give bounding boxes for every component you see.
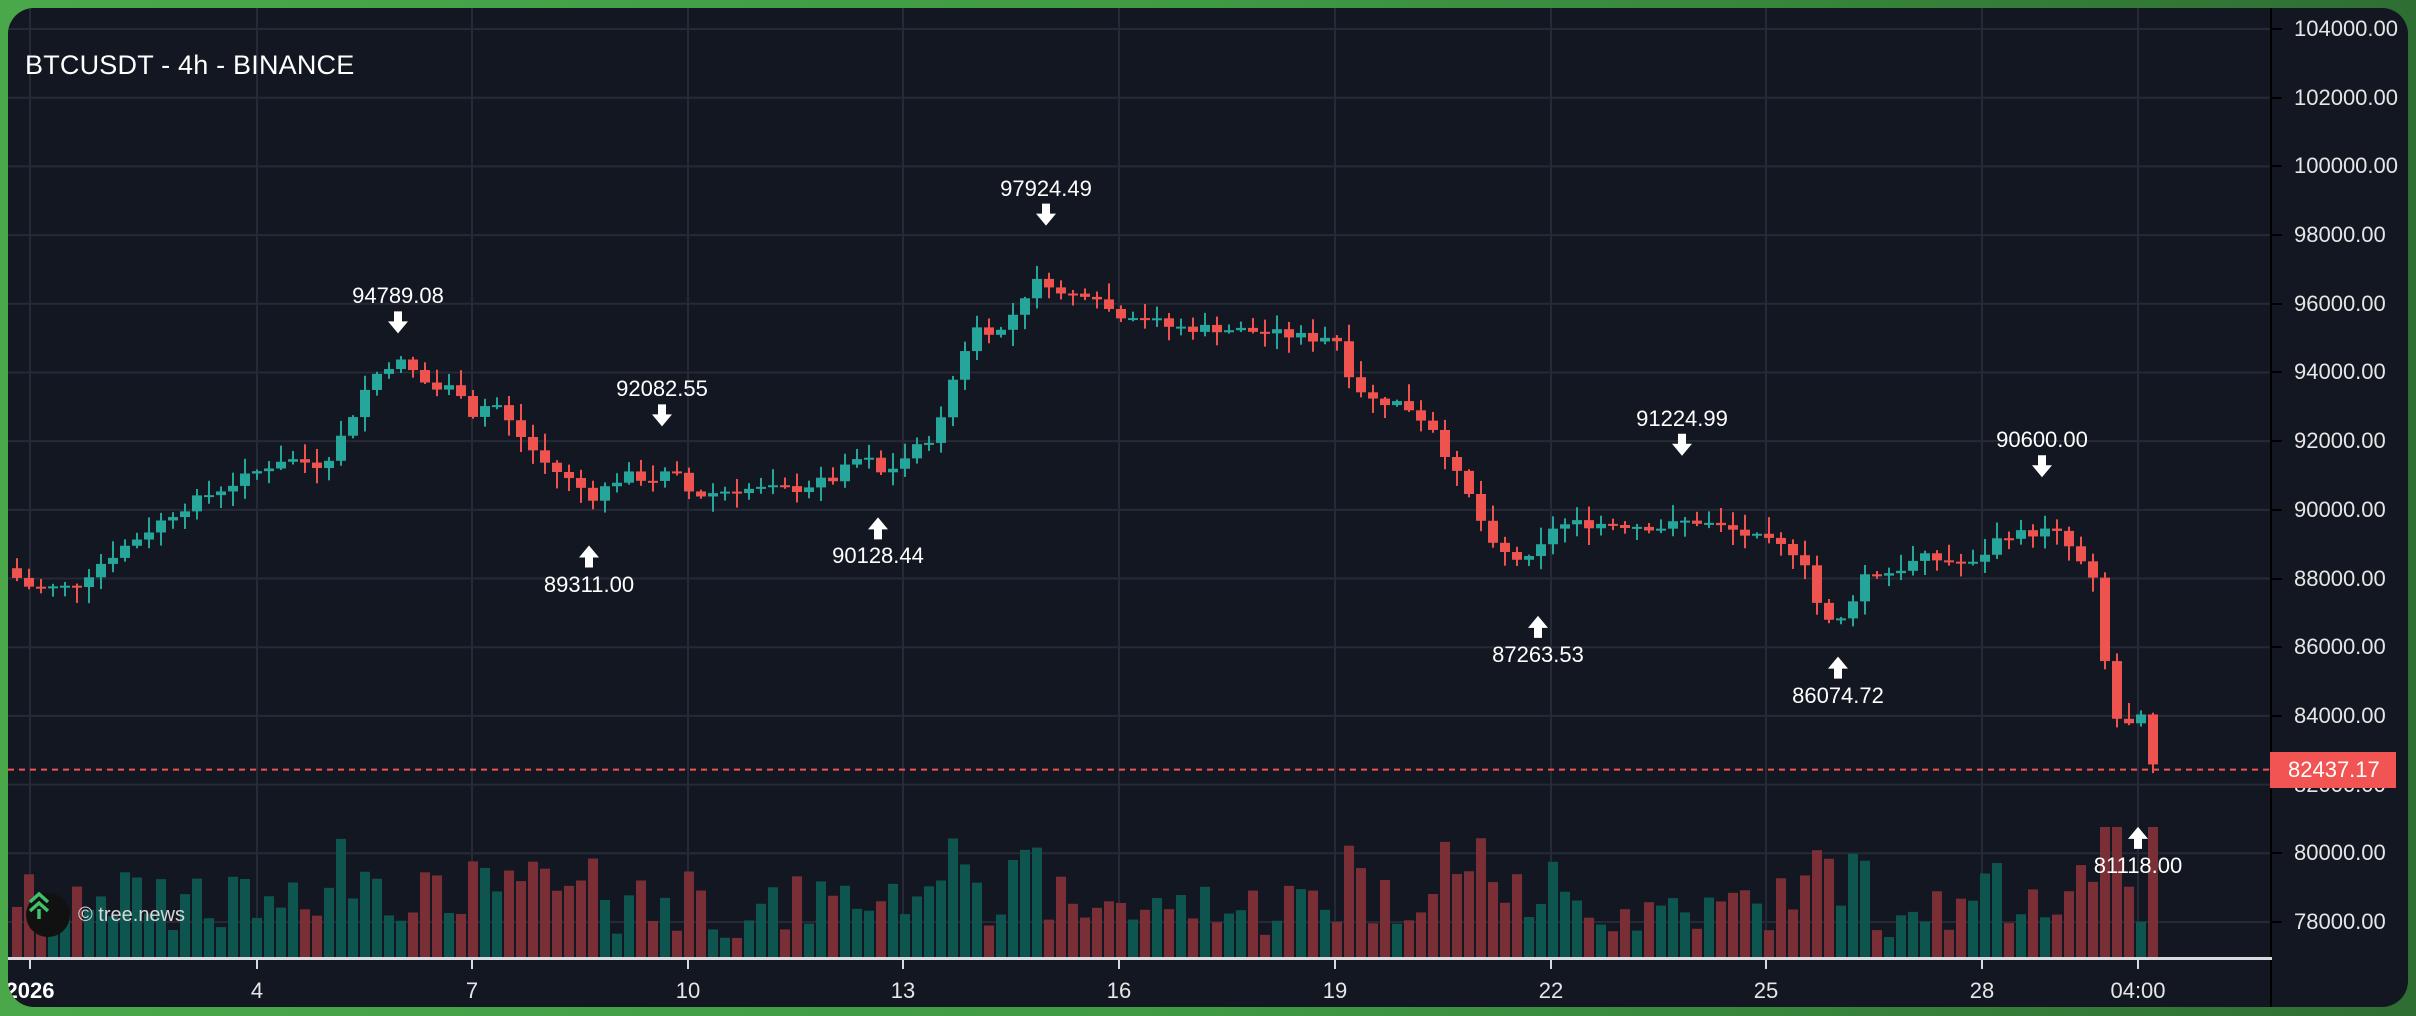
watermark: © tree.news: [26, 890, 185, 940]
price-tick: [2272, 302, 2282, 305]
watermark-text: © tree.news: [78, 903, 186, 926]
price-tick: [2272, 165, 2282, 168]
price-annotation-low: 81118.00: [2093, 852, 2183, 878]
time-tick: [1550, 960, 1552, 969]
price-annotation-low: 90128.44: [832, 543, 924, 569]
time-tick: [1765, 960, 1767, 969]
time-label: 7: [465, 978, 479, 1003]
price-label: 92000.00: [2294, 428, 2386, 454]
time-label: 04:00: [2110, 978, 2166, 1003]
time-label: 10: [675, 978, 701, 1003]
price-tick: [2272, 852, 2282, 855]
price-label: 78000.00: [2294, 909, 2386, 934]
time-label: 28: [1969, 978, 1995, 1003]
price-label: 80000.00: [2294, 840, 2386, 866]
time-label: 13: [890, 978, 916, 1003]
price-label: 90000.00: [2294, 496, 2386, 522]
time-label: 22: [1538, 978, 1564, 1003]
price-tick: [2272, 371, 2282, 374]
plot-area[interactable]: 94789.08 89311.00 92082.55 90128.44 97924.49…: [8, 8, 2270, 957]
time-label: 4: [250, 978, 264, 1003]
time-tick: [687, 960, 689, 969]
annotation-arrows: [388, 203, 2148, 849]
price-label: 84000.00: [2294, 702, 2386, 728]
price-annotation-high: 90600.00: [1996, 427, 2088, 453]
price-label: 96000.00: [2294, 290, 2386, 316]
price-tick: [2272, 646, 2282, 649]
price-label: 86000.00: [2294, 634, 2386, 660]
volume-bars: [12, 827, 2158, 957]
price-label: 102000.00: [2294, 84, 2398, 110]
price-label: 104000.00: [2294, 16, 2398, 41]
time-tick: [902, 960, 904, 969]
price-label: 100000.00: [2294, 153, 2398, 179]
price-label: 98000.00: [2294, 222, 2386, 248]
price-tick: [2272, 921, 2282, 923]
price-tick: [2272, 440, 2282, 443]
time-axis[interactable]: 2026 4 7 10 13 16 19 22 25 28 04:00: [8, 957, 2272, 1007]
price-label: 94000.00: [2294, 359, 2386, 385]
price-tick: [2272, 96, 2282, 99]
price-annotation-low: 86074.72: [1792, 682, 1884, 708]
price-annotation-high: 91224.99: [1636, 405, 1728, 431]
price-annotation-high: 94789.08: [352, 283, 444, 309]
price-label: 88000.00: [2294, 565, 2386, 591]
price-axis[interactable]: 104000.00 102000.00 100000.00 98000.00 96000…: [2270, 8, 2408, 1007]
price-annotation-low: 89311.00: [543, 571, 635, 597]
time-label: 25: [1753, 978, 1779, 1003]
price-annotation-high: 97924.49: [1000, 175, 1092, 201]
chart-title: BTCUSDT - 4h - BINANCE: [25, 50, 355, 80]
price-tick: [2272, 577, 2282, 580]
last-price-badge: 82437.17: [2270, 751, 2396, 788]
time-tick: [256, 960, 258, 969]
time-tick: [2137, 960, 2139, 969]
price-tick: [2272, 234, 2282, 237]
time-label: 16: [1106, 978, 1132, 1003]
candlesticks: [12, 265, 2158, 774]
price-tick: [2272, 714, 2282, 717]
price-tick: [2272, 508, 2282, 511]
price-annotation-low: 87263.53: [1492, 641, 1584, 667]
time-tick: [1981, 960, 1983, 969]
time-label: 2026: [8, 978, 55, 1003]
time-tick: [471, 960, 473, 969]
price-annotation-high: 92082.55: [616, 376, 708, 402]
time-tick: [1334, 960, 1336, 969]
chart-frame: 94789.08 89311.00 92082.55 90128.44 97924.49…: [8, 8, 2408, 1007]
tree-chevrons-icon: [26, 891, 70, 937]
price-tick: [2272, 28, 2282, 30]
time-tick: [1118, 960, 1120, 969]
time-label: 19: [1322, 978, 1348, 1003]
time-tick: [29, 960, 31, 969]
